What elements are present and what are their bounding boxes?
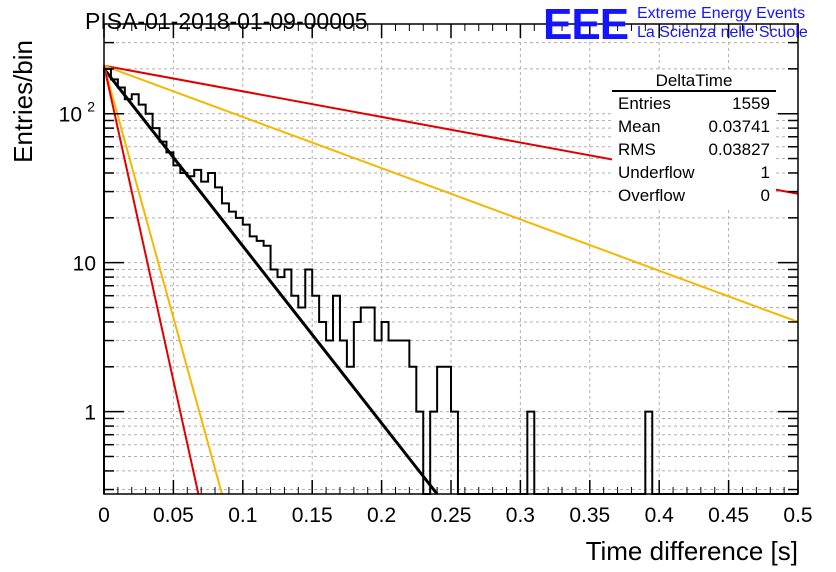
stats-row-label: RMS [618,140,656,159]
x-tick-label: 0.25 [431,504,472,527]
stats-row-value: 0 [760,186,770,205]
y-tick-exponent: 2 [87,99,95,115]
plot-title: PISA-01-2018-01-09-00005 [85,8,368,34]
x-tick-label: 0.35 [569,504,610,527]
x-axis-ticks: 0 0.05 0.1 0.15 0.2 0.25 0.3 0.35 0.4 0.45 0.5 [98,24,813,527]
y-tick-label: 10 [73,253,96,276]
x-tick-label: 0.15 [292,504,333,527]
stats-row-value: 0.03827 [708,140,770,159]
x-tick-label: 0.2 [367,504,396,527]
stats-row-underflow: Underflow 1 [612,161,776,184]
x-tick-label: 0.1 [228,504,257,527]
x-tick-label: 0 [98,504,110,527]
logo-caption-line2: La Scienza nelle Scuole [637,24,808,41]
stats-row-overflow: Overflow 0 [612,184,776,207]
stats-row-label: Underflow [618,163,695,182]
stats-row-value: 0.03741 [708,117,770,136]
x-tick-label: 0.05 [153,504,194,527]
y-tick-label: 10 [59,104,82,127]
y-axis-label: Entries/bin [8,40,38,163]
y-tick-label: 1 [84,402,96,425]
stats-box: DeltaTime Entries 1559 Mean 0.03741 RMS 0.038… [612,70,776,207]
fit-line-2 [103,64,799,323]
logo-caption-line1: Extreme Energy Events [637,5,806,22]
x-tick-label: 0.45 [708,504,749,527]
stats-row-rms: RMS 0.03827 [612,138,776,161]
stats-row-value: 1 [760,163,770,182]
stats-box-title: DeltaTime [612,70,776,92]
stats-row-label: Overflow [618,186,686,205]
fit-line-3 [103,65,223,495]
stats-row-mean: Mean 0.03741 [612,115,776,138]
stats-row-label: Mean [618,117,661,136]
fit-line-0 [102,67,439,495]
x-axis-label: Time difference [s] [586,536,798,566]
eee-logo: EEE [543,0,629,49]
x-tick-label: 0.3 [506,504,535,527]
y-tick-base: 10 [59,104,82,127]
stats-row-entries: Entries 1559 [612,92,776,115]
x-tick-label: 0.4 [645,504,675,527]
stats-row-label: Entries [618,94,671,113]
fit-line-4 [103,65,200,495]
logo-caption: Extreme Energy Events La Scienza nelle S… [637,4,808,42]
stats-row-value: 1559 [732,94,770,113]
stats-rows: Entries 1559 Mean 0.03741 RMS 0.03827 Underflo… [612,92,776,207]
x-tick-label: 0.5 [783,504,812,527]
